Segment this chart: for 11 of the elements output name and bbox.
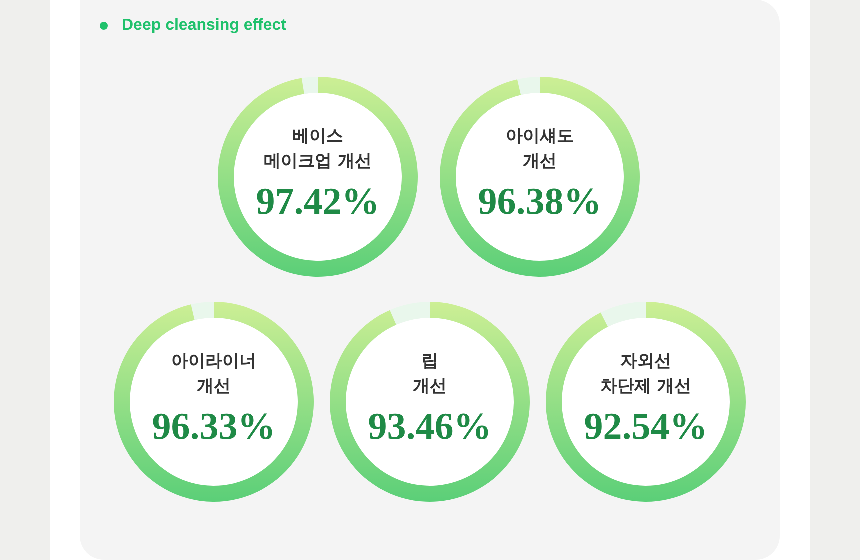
data-label: 97.42% (256, 181, 380, 223)
category-label: 아이섀도 개선 (506, 126, 574, 172)
category-label: 베이스 메이크업 개선 (264, 126, 372, 172)
category-label: 립 개선 (413, 352, 447, 396)
data-label: 96.38% (478, 181, 602, 223)
text: Deep cleansing effect (122, 17, 286, 35)
category-label: 아이라이너 개선 (172, 352, 256, 396)
data-label: 92.54% (584, 406, 708, 448)
data-label: 96.33% (152, 406, 276, 448)
category-label: 자외선 차단제 개선 (600, 352, 692, 396)
data-label: 93.46% (368, 406, 492, 448)
